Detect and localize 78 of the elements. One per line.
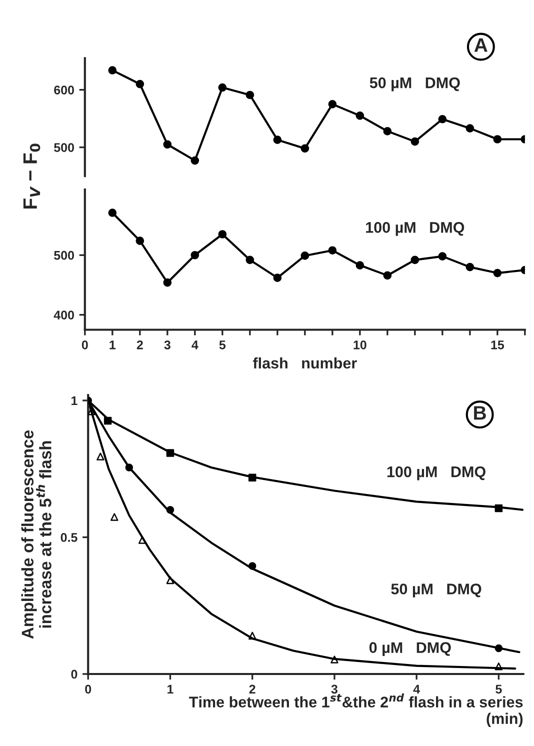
x-tick-label: 5 — [496, 684, 502, 694]
x-tick-label: 3 — [164, 340, 170, 350]
point — [494, 644, 503, 652]
x-tick-label: 1 — [168, 684, 174, 694]
point — [328, 246, 337, 255]
x-tick-label: 5 — [219, 340, 226, 350]
x-tick-label: 4 — [413, 684, 420, 694]
point — [190, 156, 200, 165]
x-tick-label: 4 — [192, 340, 198, 350]
x-axis-title: flash number — [252, 357, 357, 369]
point — [246, 256, 254, 264]
point — [356, 112, 364, 120]
point — [218, 83, 227, 92]
point — [163, 278, 172, 287]
point — [328, 100, 337, 108]
y-tick-label: 0.5 — [60, 533, 78, 542]
point — [166, 576, 174, 584]
point — [493, 268, 502, 278]
point — [248, 562, 256, 570]
point — [166, 449, 174, 457]
point — [110, 513, 118, 521]
point — [466, 262, 474, 272]
point — [383, 127, 392, 136]
point — [330, 656, 338, 664]
y-axis-title: F$_{V}$ − F$_{0}$ — [23, 144, 40, 208]
point — [466, 124, 474, 132]
point — [493, 135, 502, 144]
annotation: B — [474, 406, 486, 420]
point — [356, 261, 364, 270]
x-tick-label: 0 — [82, 340, 88, 350]
x-tick-label: 2 — [249, 684, 256, 694]
text: A — [474, 38, 488, 52]
x-tick-label: 3 — [331, 684, 338, 694]
point — [438, 114, 447, 124]
point — [163, 140, 172, 149]
point — [108, 208, 117, 217]
x-tick-label: 0 — [85, 684, 92, 694]
point — [246, 90, 254, 100]
point — [273, 136, 282, 144]
annotation: 50 µM DMQ — [391, 584, 482, 598]
y-tick-label: 1 — [72, 396, 78, 406]
x-tick-label: 2 — [136, 340, 143, 350]
annotation: 100 µM DMQ — [387, 466, 486, 480]
y-tick-label: 500 — [54, 143, 74, 152]
point — [248, 474, 256, 482]
point — [273, 274, 282, 282]
point — [104, 416, 112, 425]
point — [383, 271, 392, 280]
y-tick-label: 400 — [54, 310, 74, 320]
point — [138, 536, 146, 544]
point — [494, 504, 503, 512]
x-tick-label: 1 — [110, 340, 116, 350]
point — [218, 230, 227, 238]
annotation: 100 µM DMQ — [366, 222, 464, 236]
y-tick-label: 0 — [71, 670, 78, 679]
point — [136, 80, 144, 88]
annotation: 0 µM DMQ — [369, 642, 451, 656]
annotation: 50 µM DMQ — [370, 77, 460, 92]
point — [410, 137, 420, 146]
point — [300, 144, 310, 153]
point — [96, 452, 104, 460]
point — [136, 236, 144, 245]
y-tick-label: 500 — [54, 250, 74, 260]
x-tick-label: 10 — [354, 340, 366, 350]
point — [248, 632, 256, 640]
x-tick-label: 15 — [491, 340, 504, 350]
point — [494, 662, 503, 670]
x-axis-title: Time between the 1$^{st}$&the 2$^{nd}$ flash in a series (min) — [189, 693, 523, 728]
point — [166, 506, 174, 514]
point — [88, 408, 96, 416]
point — [410, 256, 420, 264]
point — [108, 66, 117, 74]
point — [125, 464, 134, 472]
point — [438, 252, 447, 260]
y-tick-label: 600 — [54, 86, 74, 94]
point — [300, 252, 310, 260]
y-axis-title: Amplitude of fluorescence increase at the 5$^{th}$ flash — [21, 430, 52, 639]
point — [190, 250, 200, 260]
